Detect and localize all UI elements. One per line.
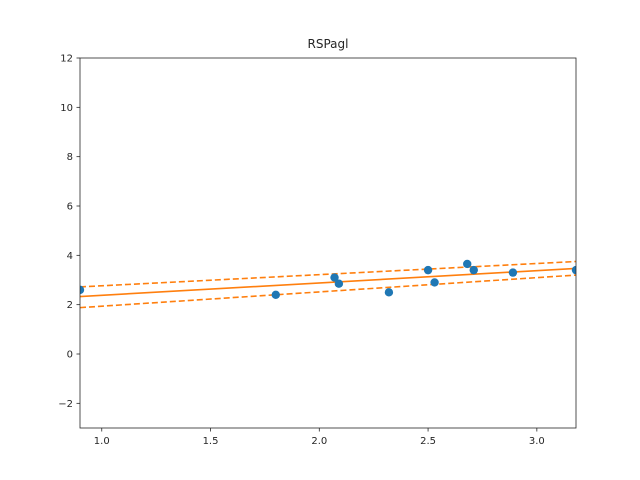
y-tick-label: 6 — [67, 202, 73, 213]
confidence-band-upper — [80, 260, 576, 288]
plot-area — [80, 259, 576, 309]
confidence-band-lower — [80, 274, 576, 309]
data-point — [334, 279, 344, 288]
data-point — [80, 285, 85, 295]
data-point — [423, 265, 433, 275]
y-tick-label: 4 — [67, 251, 73, 262]
fit-line — [80, 267, 576, 298]
data-point — [430, 278, 439, 287]
y-tick-label: 0 — [67, 350, 73, 361]
y-tick-label: 2 — [67, 300, 73, 311]
y-tick-label: 12 — [60, 54, 73, 65]
y-tick-label: −2 — [58, 399, 73, 410]
chart-title: RSPagl — [308, 37, 349, 51]
axes: 1.0 1.5 2.0 2.5 3.0 −2 0 2 4 6 8 10 12 — [58, 54, 545, 448]
x-tick-label: 1.5 — [203, 436, 219, 447]
data-point — [571, 265, 576, 275]
x-tick-label: 1.0 — [94, 436, 110, 447]
data-point — [508, 268, 518, 277]
data-point — [271, 290, 280, 299]
x-tick-label: 2.0 — [311, 436, 327, 447]
x-tick-label: 2.5 — [420, 436, 436, 447]
data-point — [463, 259, 472, 269]
y-tick-label: 8 — [67, 152, 73, 163]
x-tick-label: 3.0 — [529, 436, 545, 447]
data-point — [469, 265, 478, 275]
data-point — [330, 273, 339, 282]
data-point — [384, 288, 394, 297]
y-tick-label: 10 — [60, 103, 73, 114]
plot-frame — [79, 57, 577, 429]
